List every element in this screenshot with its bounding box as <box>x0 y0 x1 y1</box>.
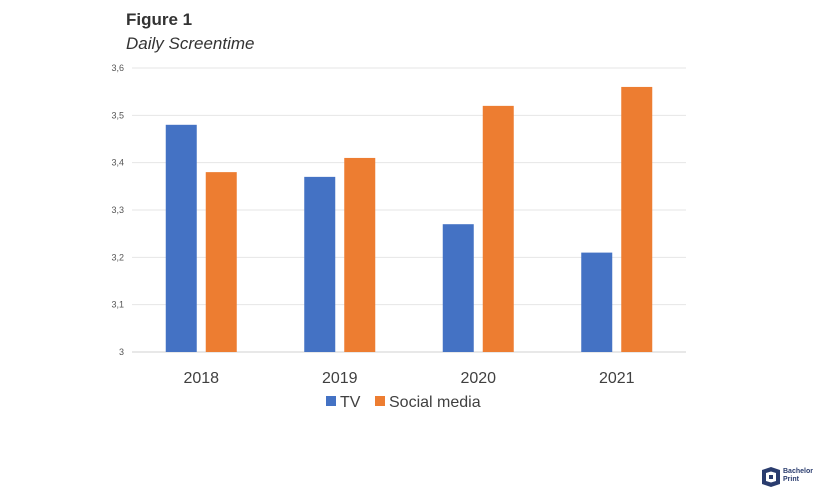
y-tick-label: 3,4 <box>111 158 124 168</box>
x-tick-label: 2018 <box>183 370 219 387</box>
bachelorprint-logo-icon <box>762 467 780 487</box>
bar-tv-2019 <box>304 176 336 352</box>
bar-social-media-2020 <box>482 105 514 352</box>
x-tick-label: 2021 <box>599 370 635 387</box>
figure-title: Figure 1 <box>126 10 193 29</box>
y-tick-label: 3 <box>119 347 124 357</box>
bar-social-media-2018 <box>205 172 237 352</box>
y-tick-label: 3,2 <box>111 252 124 262</box>
y-tick-label: 3,5 <box>111 110 124 120</box>
x-axis-ticks: 2018 2019 2020 2021 <box>183 370 634 387</box>
legend-label: Social media <box>389 394 481 411</box>
bar-tv-2020 <box>442 224 474 352</box>
legend-swatch <box>375 396 385 406</box>
y-tick-label: 3,6 <box>111 63 124 73</box>
y-tick-label: 3,1 <box>111 300 124 310</box>
bar-social-media-2021 <box>621 86 653 352</box>
figure-subtitle: Daily Screentime <box>126 34 255 53</box>
logo-text: Bachelor Print <box>783 468 813 484</box>
logo-line-1: Bachelor <box>783 468 813 475</box>
legend-label: TV <box>340 394 361 411</box>
x-tick-label: 2019 <box>322 370 358 387</box>
bar-social-media-2019 <box>344 157 376 352</box>
bar-tv-2018 <box>165 124 197 352</box>
x-tick-label: 2020 <box>460 370 496 387</box>
bars <box>165 86 653 352</box>
bar-tv-2021 <box>581 252 613 352</box>
y-tick-label: 3,3 <box>111 205 124 215</box>
y-axis-ticks: 3 3,1 3,2 3,3 3,4 3,5 3,6 <box>111 63 124 357</box>
legend-swatch <box>326 396 336 406</box>
legend: TV Social media <box>326 394 481 411</box>
logo-line-2: Print <box>783 476 799 483</box>
